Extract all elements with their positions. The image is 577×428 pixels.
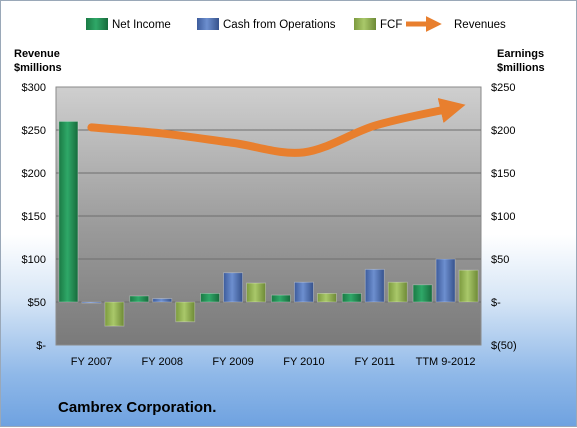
bar-cash-from-operations-1 — [153, 299, 172, 302]
y-right-tick-label: $250 — [491, 82, 515, 94]
y-right-tick-label: $150 — [491, 168, 515, 180]
y-left-title-line2: $millions — [14, 62, 62, 74]
y-right-tick-label: $100 — [491, 211, 515, 223]
y-right-tick-label: $200 — [491, 125, 515, 137]
bar-net-income-1 — [130, 296, 149, 302]
bar-net-income-3 — [271, 295, 290, 302]
bar-net-income-0 — [59, 121, 78, 302]
y-left-title-line1: Revenue — [14, 48, 60, 60]
x-tick-label: TTM 9-2012 — [416, 356, 476, 368]
legend-label-revenues: Revenues — [454, 19, 506, 31]
y-left-tick-label: $50 — [28, 297, 46, 309]
y-left-tick-label: $150 — [22, 211, 46, 223]
bar-fcf-3 — [317, 293, 336, 302]
x-axis: FY 2007 FY 2008 FY 2009 FY 2010 FY 2011 TTM 9… — [71, 356, 476, 368]
y-left-tick-label: $200 — [22, 168, 46, 180]
chart-legend: Net Income Cash from Operations FCF Reve… — [86, 18, 506, 31]
x-tick-label: FY 2011 — [354, 356, 395, 368]
bar-fcf-4 — [388, 282, 407, 302]
bar-fcf-0 — [105, 302, 124, 326]
legend-label-net-income: Net Income — [112, 19, 171, 31]
bar-fcf-1 — [176, 302, 195, 322]
bar-cash-from-operations-3 — [294, 282, 313, 302]
x-tick-label: FY 2007 — [71, 356, 112, 368]
legend-label-fcf: FCF — [380, 19, 402, 31]
bar-cash-from-operations-0 — [82, 302, 101, 303]
y-left-tick-label: $300 — [22, 82, 46, 94]
legend-swatch-cash-from-operations — [197, 18, 219, 30]
company-title: Cambrex Corporation. — [58, 399, 216, 416]
bar-cash-from-operations-2 — [224, 273, 243, 302]
bar-cash-from-operations-4 — [365, 269, 384, 302]
bar-cash-from-operations-5 — [436, 259, 455, 302]
y-right-title-line2: $millions — [497, 62, 545, 74]
y-left-tick-label: $- — [36, 340, 46, 352]
legend-label-cash-from-operations: Cash from Operations — [223, 19, 336, 31]
legend-swatch-fcf — [354, 18, 376, 30]
y-right-tick-label: $50 — [491, 254, 509, 266]
bar-net-income-2 — [201, 293, 220, 302]
bar-net-income-5 — [413, 285, 432, 302]
x-tick-label: FY 2009 — [212, 356, 253, 368]
y-right-title-line1: Earnings — [497, 48, 544, 60]
y-right-tick-label: $- — [491, 297, 501, 309]
y-right-axis: $(50) $- $50 $100 $150 $200 $250 — [491, 82, 517, 352]
y-left-axis: $- $50 $100 $150 $200 $250 $300 — [22, 82, 47, 352]
y-left-tick-label: $250 — [22, 125, 46, 137]
y-left-tick-label: $100 — [22, 254, 46, 266]
bar-fcf-2 — [247, 283, 266, 302]
bar-net-income-4 — [342, 293, 361, 302]
legend-swatch-net-income — [86, 18, 108, 30]
x-tick-label: FY 2008 — [142, 356, 183, 368]
x-tick-label: FY 2010 — [283, 356, 324, 368]
bar-fcf-5 — [459, 270, 478, 302]
y-right-tick-label: $(50) — [491, 340, 517, 352]
